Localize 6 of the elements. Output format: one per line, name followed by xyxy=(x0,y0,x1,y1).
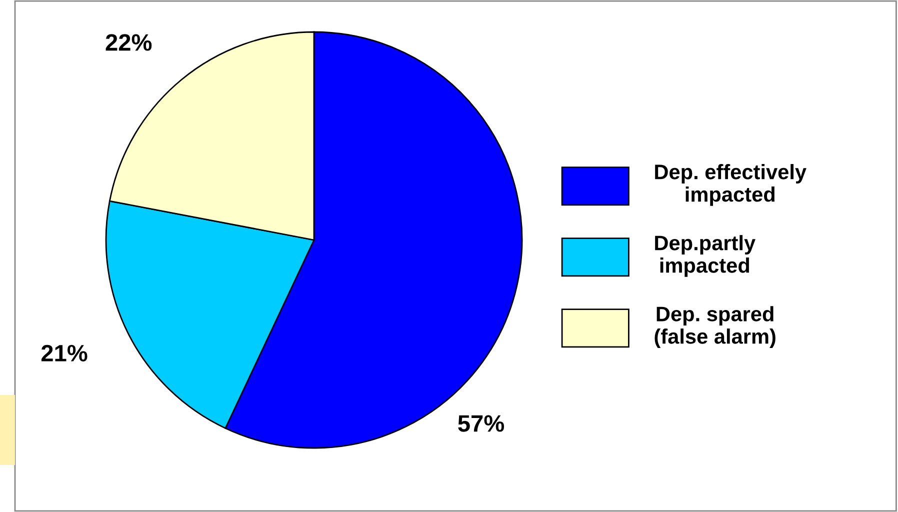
data-label: 21% xyxy=(41,344,88,362)
data-label: 22% xyxy=(106,34,152,51)
legend-label: Dep. spared (false alarm) xyxy=(654,306,776,348)
data-label: 57% xyxy=(458,415,504,432)
legend-label: Dep. effectively impacted xyxy=(655,164,806,206)
legend-label: Dep.partly impacted xyxy=(655,235,756,277)
